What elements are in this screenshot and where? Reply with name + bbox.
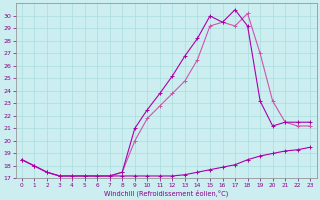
X-axis label: Windchill (Refroidissement éolien,°C): Windchill (Refroidissement éolien,°C) — [104, 189, 228, 197]
